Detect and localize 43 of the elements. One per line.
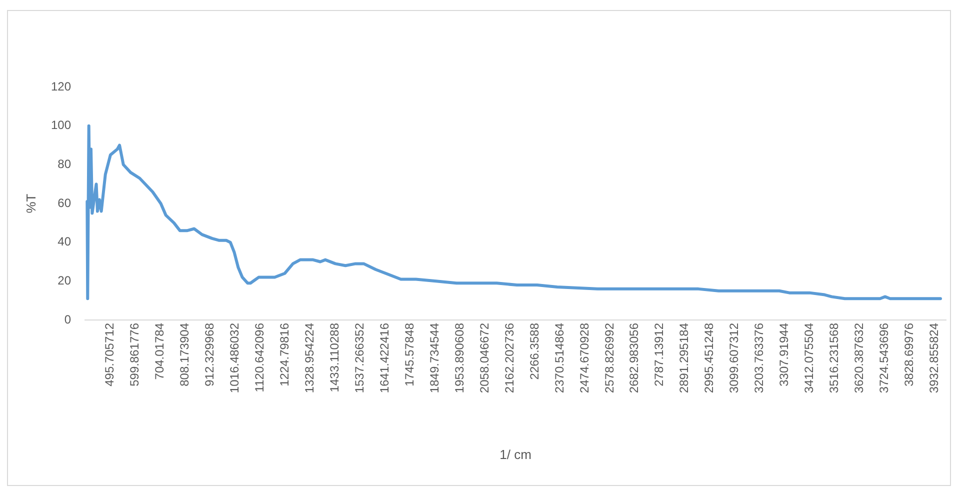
x-tick-label: 704.01784 xyxy=(152,322,167,380)
y-tick-label: 0 xyxy=(64,312,72,326)
x-tick-label: 3516.231568 xyxy=(827,322,842,394)
x-tick-label: 2266.3588 xyxy=(527,322,542,380)
y-tick-label: 80 xyxy=(58,156,72,171)
x-tick-label: 2995.451248 xyxy=(702,322,716,394)
x-tick-label: 1120.642096 xyxy=(252,322,267,392)
x-tick-label: 3412.075504 xyxy=(802,322,816,394)
y-axis-title: %T xyxy=(23,194,38,214)
x-tick-label: 2162.202736 xyxy=(502,322,516,394)
x-tick-label: 1328.954224 xyxy=(302,322,317,394)
y-tick-label: 120 xyxy=(50,79,72,94)
x-tick-label: 1849.734544 xyxy=(427,322,442,394)
y-tick-label: 40 xyxy=(58,234,72,249)
x-tick-label: 3203.763376 xyxy=(752,322,766,394)
x-tick-label: 2682.983056 xyxy=(627,322,642,394)
x-tick-label: 599.861776 xyxy=(128,322,142,386)
x-tick-label: 1433.110288 xyxy=(327,322,342,392)
x-tick-label: 3828.69976 xyxy=(902,322,916,386)
x-tick-label: 3620.387632 xyxy=(852,322,866,394)
x-tick-label: 2370.514864 xyxy=(552,322,566,394)
x-tick-label: 912.329968 xyxy=(202,322,217,386)
x-tick-label: 1016.486032 xyxy=(228,322,242,394)
x-tick-label: 2787.13912 xyxy=(652,322,666,386)
x-tick-label: 1537.266352 xyxy=(352,322,366,394)
x-tick-label: 3932.855824 xyxy=(927,322,942,394)
y-tick-label: 100 xyxy=(50,118,72,132)
x-axis-title: 1/ cm xyxy=(500,446,532,462)
x-tick-label: 495.705712 xyxy=(102,322,117,386)
x-tick-label: 1953.890608 xyxy=(452,322,466,394)
x-tick-label: 3307.91944 xyxy=(777,322,792,386)
x-tick-label: 808.173904 xyxy=(178,322,192,386)
x-tick-label: 3099.607312 xyxy=(727,322,742,394)
x-tick-label: 2474.670928 xyxy=(577,322,592,394)
x-tick-label: 1224.79816 xyxy=(278,322,292,386)
x-tick-label: 2578.826992 xyxy=(602,322,616,394)
x-tick-label: 1745.57848 xyxy=(402,322,416,386)
y-tick-label: 20 xyxy=(58,273,72,288)
x-tick-label: 2891.295184 xyxy=(677,322,692,394)
x-tick-label: 3724.543696 xyxy=(877,322,892,394)
x-tick-label: 1641.422416 xyxy=(377,322,392,394)
x-tick-label: 2058.046672 xyxy=(477,322,492,394)
y-tick-label: 60 xyxy=(58,196,72,210)
